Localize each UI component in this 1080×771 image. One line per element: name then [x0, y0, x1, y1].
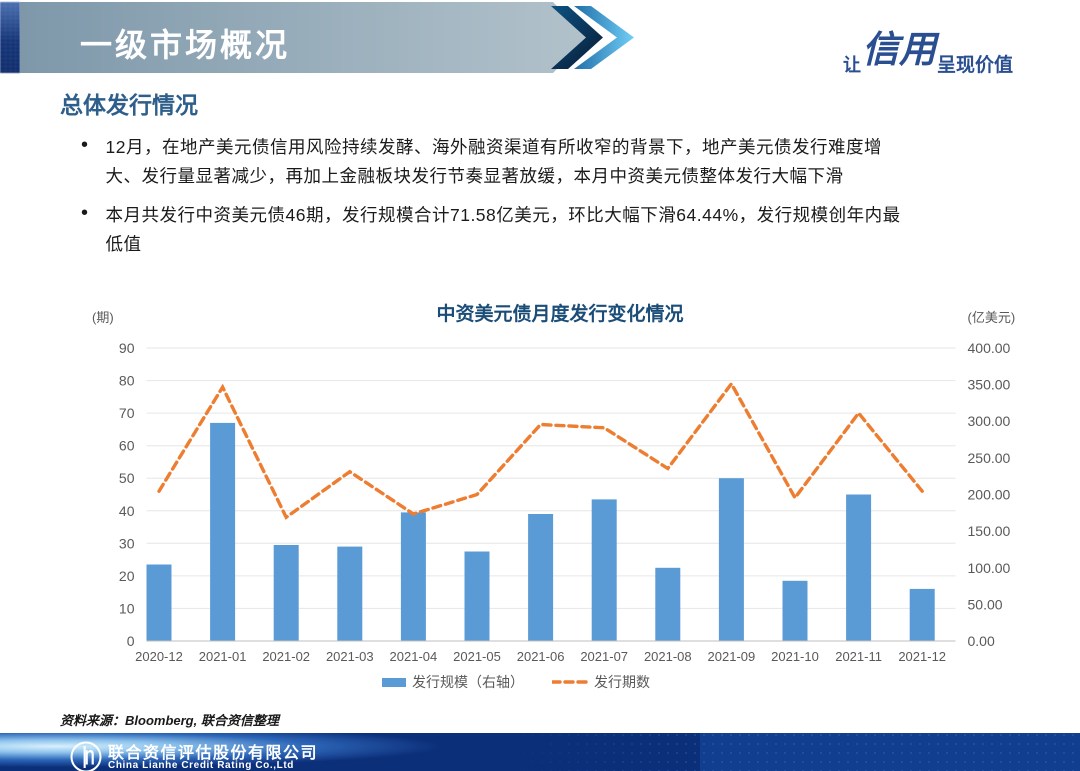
svg-text:300.00: 300.00 — [968, 413, 1011, 429]
svg-text:10: 10 — [119, 600, 135, 616]
svg-text:2021-08: 2021-08 — [644, 649, 692, 664]
svg-text:60: 60 — [119, 438, 135, 454]
svg-text:200.00: 200.00 — [968, 487, 1011, 503]
svg-text:2021-03: 2021-03 — [326, 649, 374, 664]
svg-text:2020-12: 2020-12 — [135, 649, 183, 664]
svg-text:2021-09: 2021-09 — [708, 649, 756, 664]
svg-text:400.00: 400.00 — [968, 340, 1011, 356]
svg-text:(期): (期) — [92, 310, 114, 325]
svg-text:0: 0 — [127, 633, 135, 649]
svg-text:20: 20 — [119, 568, 135, 584]
svg-text:2021-12: 2021-12 — [898, 649, 946, 664]
svg-text:350.00: 350.00 — [968, 377, 1011, 393]
svg-text:70: 70 — [119, 405, 135, 421]
svg-text:2021-07: 2021-07 — [580, 649, 628, 664]
svg-text:2021-01: 2021-01 — [199, 649, 247, 664]
svg-text:2021-02: 2021-02 — [262, 649, 310, 664]
svg-text:100.00: 100.00 — [968, 560, 1011, 576]
svg-text:2021-11: 2021-11 — [835, 649, 882, 664]
svg-text:50.00: 50.00 — [968, 596, 1003, 612]
svg-text:40: 40 — [119, 503, 135, 519]
svg-text:2021-06: 2021-06 — [517, 649, 565, 664]
svg-text:0.00: 0.00 — [968, 633, 995, 649]
svg-text:中资美元债月度发行变化情况: 中资美元债月度发行变化情况 — [436, 302, 683, 325]
svg-text:2021-05: 2021-05 — [453, 649, 501, 664]
svg-text:50: 50 — [119, 470, 135, 486]
svg-text:30: 30 — [119, 535, 135, 551]
svg-text:2021-04: 2021-04 — [390, 649, 438, 664]
svg-text:90: 90 — [119, 340, 135, 356]
svg-text:150.00: 150.00 — [968, 523, 1011, 539]
svg-text:250.00: 250.00 — [968, 450, 1011, 466]
svg-text:2021-10: 2021-10 — [771, 649, 819, 664]
svg-text:(亿美元): (亿美元) — [968, 310, 1016, 325]
svg-text:80: 80 — [119, 373, 135, 389]
